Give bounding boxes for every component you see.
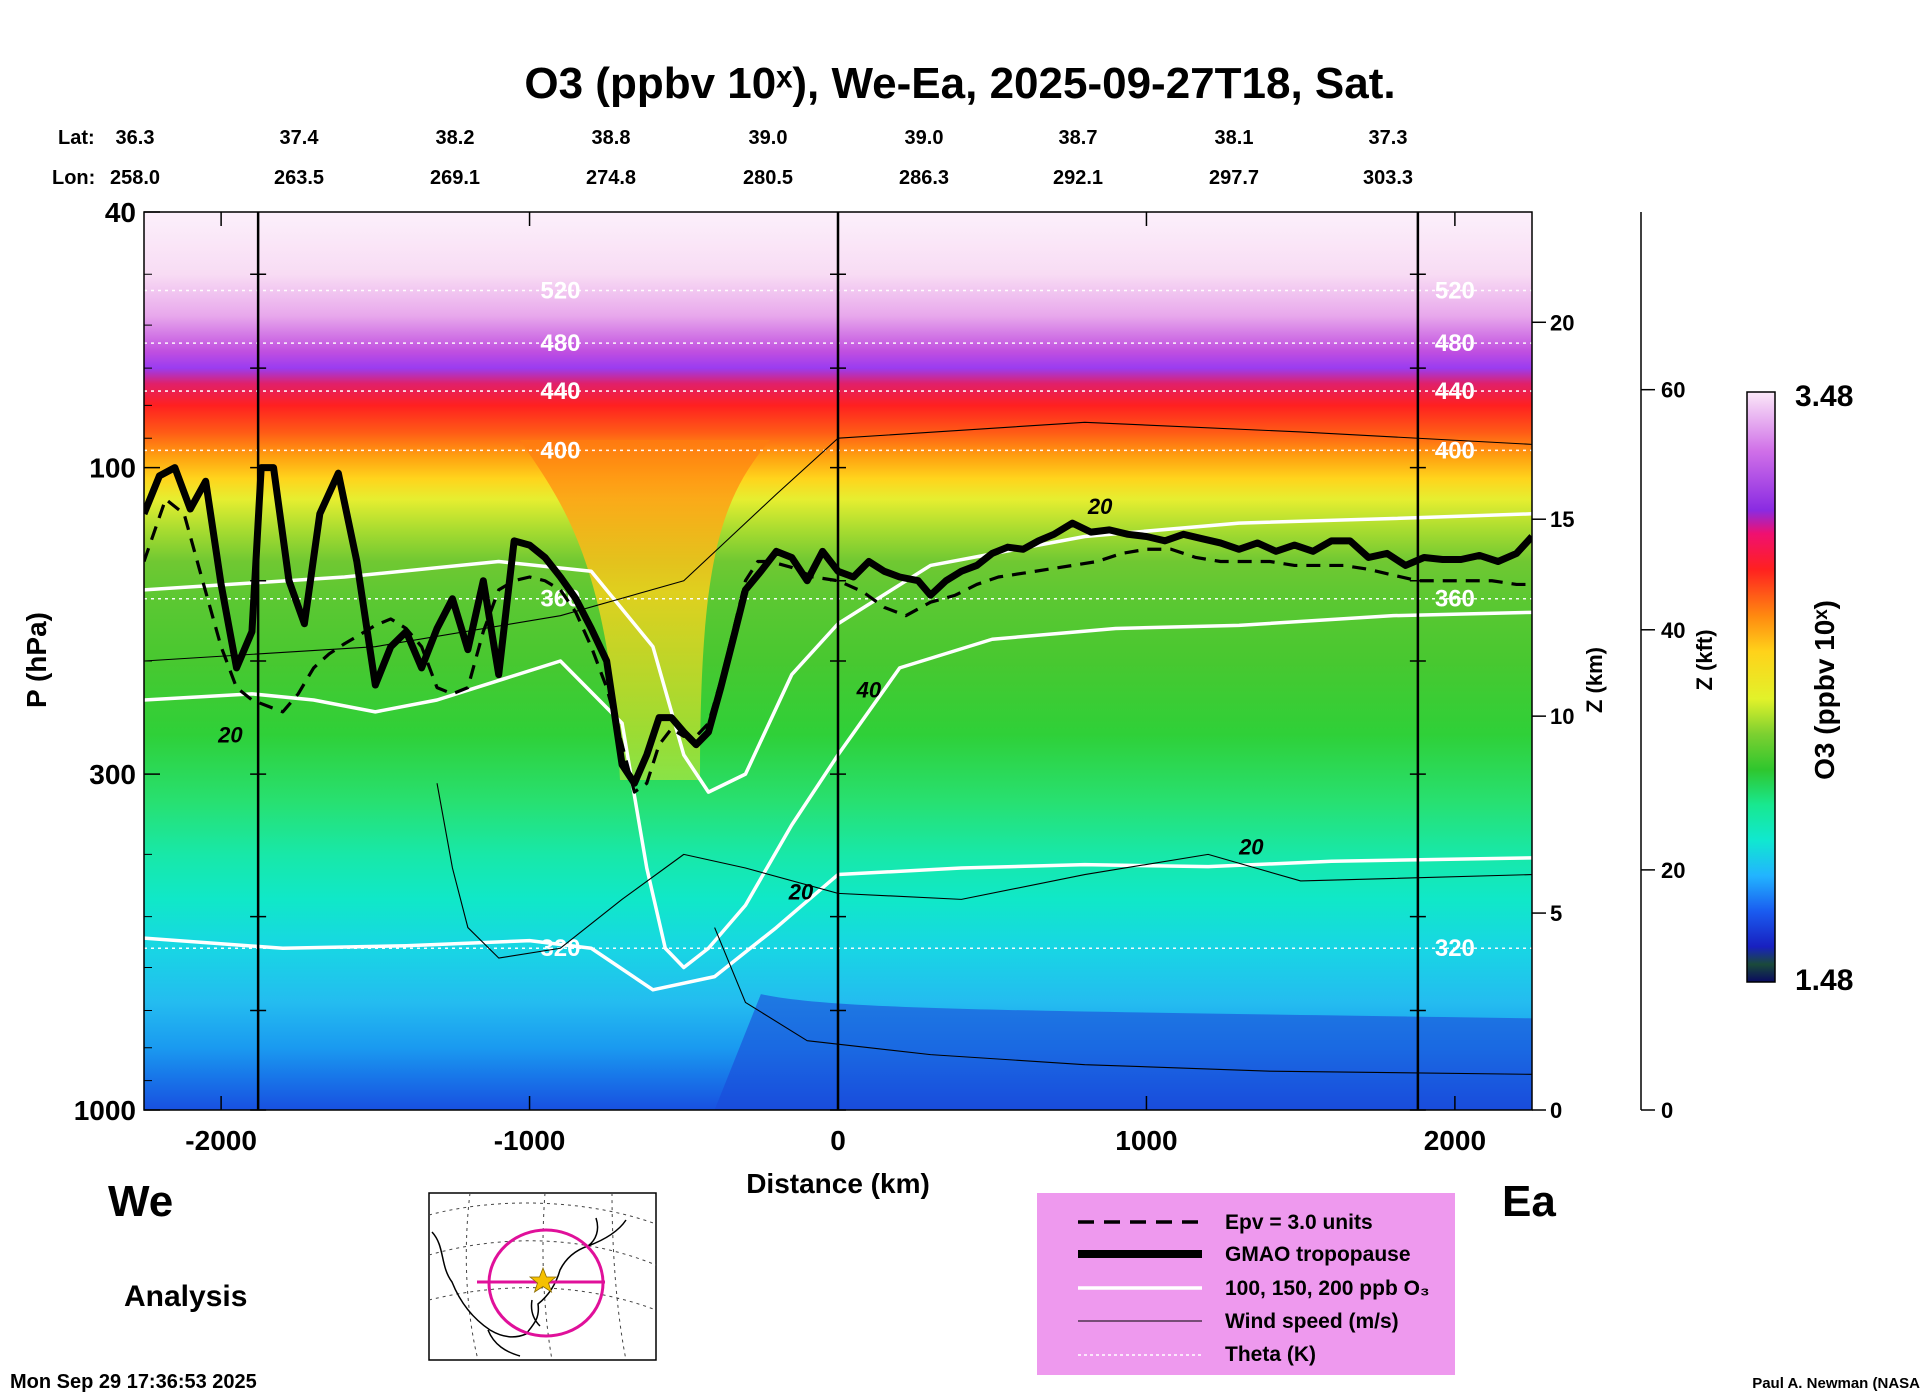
z-kft-tick-label: 0	[1661, 1098, 1673, 1123]
z-km-tick-label: 5	[1550, 901, 1562, 926]
lon-header: Lon:	[52, 167, 95, 189]
y-axis-title: P (hPa)	[21, 612, 52, 708]
lon-value: 303.3	[1363, 167, 1413, 189]
ozone-contour	[144, 856, 1532, 992]
lon-value: 263.5	[274, 167, 324, 189]
x-tick-label: -1000	[494, 1125, 566, 1156]
lat-value: 38.8	[592, 127, 631, 149]
lon-value: 269.1	[430, 167, 480, 189]
z-kft-tick-label: 60	[1661, 378, 1685, 403]
z-kft-tick-label: 20	[1661, 858, 1685, 883]
lat-value: 38.7	[1059, 127, 1098, 149]
x-tick-label: -2000	[185, 1125, 257, 1156]
legend-wind-label: Wind speed (m/s)	[1225, 1310, 1399, 1333]
lat-value: 37.4	[280, 127, 320, 149]
lat-value: 39.0	[905, 127, 944, 149]
z-kft-tick-label: 40	[1661, 618, 1685, 643]
z-kft-axis-title: Z (kft)	[1692, 629, 1717, 690]
theta-contour-label: 440	[1435, 378, 1475, 405]
y-tick-label: 300	[89, 759, 136, 790]
lat-lon-header: 36.3 258.0 37.4 263.5 38.2 269.1 38.8 274.8 39.0…	[110, 127, 1413, 189]
lon-value: 274.8	[586, 167, 636, 189]
lat-value: 37.3	[1369, 127, 1408, 149]
theta-contour-label: 440	[540, 378, 580, 405]
colorbar	[1746, 391, 1776, 983]
z-km-axis-title: Z (km)	[1582, 647, 1607, 713]
y-tick-label: 1000	[74, 1095, 136, 1126]
credit-label: Paul A. Newman (NASA	[1752, 1375, 1920, 1392]
theta-contour-label: 400	[1435, 437, 1475, 464]
wind-speed-contour	[714, 927, 1532, 1075]
west-label: We	[108, 1177, 173, 1226]
y-tick-label: 100	[89, 453, 136, 484]
lat-value: 38.2	[436, 127, 475, 149]
theta-contour-label: 400	[540, 437, 580, 464]
z-km-tick-label: 0	[1550, 1098, 1562, 1123]
lat-header: Lat:	[58, 127, 95, 149]
map-coastline	[431, 1217, 627, 1357]
z-km-tick-label: 15	[1550, 507, 1574, 532]
legend-tropopause-label: GMAO tropopause	[1225, 1243, 1411, 1266]
ozone-plume	[520, 440, 770, 780]
legend: Epv = 3.0 units GMAO tropopause 100, 150…	[1037, 1193, 1455, 1375]
theta-contour-label: 320	[1435, 935, 1475, 962]
z-km-tick-label: 10	[1550, 704, 1574, 729]
wind-speed-label: 20	[788, 879, 814, 904]
tropopause-line	[144, 464, 1532, 787]
lat-value: 36.3	[116, 127, 155, 149]
colorbar-title: O3 (ppbv 10ˣ)	[1809, 600, 1840, 780]
theta-contour-label: 480	[540, 330, 580, 357]
x-tick-label: 0	[830, 1125, 846, 1156]
legend-ozone-label: 100, 150, 200 ppb O₃	[1225, 1277, 1430, 1300]
colorbar-min-label: 1.48	[1795, 964, 1853, 997]
x-tick-label: 2000	[1424, 1125, 1486, 1156]
axes: -2000 -1000 0 1000 2000 40 100 300 1000 0 5 10 15 20 0…	[74, 197, 1686, 1156]
y-tick-label: 40	[105, 197, 136, 228]
theta-contour-label: 360	[1435, 586, 1475, 613]
theta-contour-label: 520	[540, 278, 580, 305]
chart-title: O3 (ppbv 10ˣ), We-Ea, 2025-09-27T18, Sat…	[524, 59, 1395, 108]
theta-contour-label: 480	[1435, 330, 1475, 357]
lon-value: 258.0	[110, 167, 160, 189]
east-label: Ea	[1502, 1177, 1556, 1226]
ozone-contour	[144, 512, 1532, 794]
wind-speed-label: 20	[1238, 834, 1264, 859]
colorbar-max-label: 3.48	[1795, 380, 1853, 413]
lon-value: 280.5	[743, 167, 793, 189]
lon-value: 292.1	[1053, 167, 1103, 189]
lon-value: 297.7	[1209, 167, 1259, 189]
lat-value: 38.1	[1215, 127, 1254, 149]
wind-speed-label: 40	[856, 678, 882, 703]
lon-value: 286.3	[899, 167, 949, 189]
theta-contour-label: 520	[1435, 278, 1475, 305]
lat-value: 39.0	[749, 127, 788, 149]
timestamp: Mon Sep 29 17:36:53 2025	[10, 1371, 257, 1393]
legend-epv-label: Epv = 3.0 units	[1225, 1211, 1373, 1234]
boundary-layer-low-ozone	[714, 994, 1532, 1110]
wind-speed-label: 20	[217, 723, 243, 748]
locator-map	[428, 1192, 657, 1361]
wind-speed-label: 20	[1087, 494, 1113, 519]
x-tick-label: 1000	[1115, 1125, 1177, 1156]
z-km-tick-label: 20	[1550, 310, 1574, 335]
analysis-label: Analysis	[124, 1280, 247, 1313]
wind-speed-contour	[436, 783, 1532, 959]
epv-line	[144, 497, 1532, 794]
x-axis-title: Distance (km)	[746, 1168, 930, 1199]
ozone-contour	[144, 610, 1532, 970]
map-center-star	[528, 1266, 558, 1293]
legend-theta-label: Theta (K)	[1225, 1343, 1316, 1366]
